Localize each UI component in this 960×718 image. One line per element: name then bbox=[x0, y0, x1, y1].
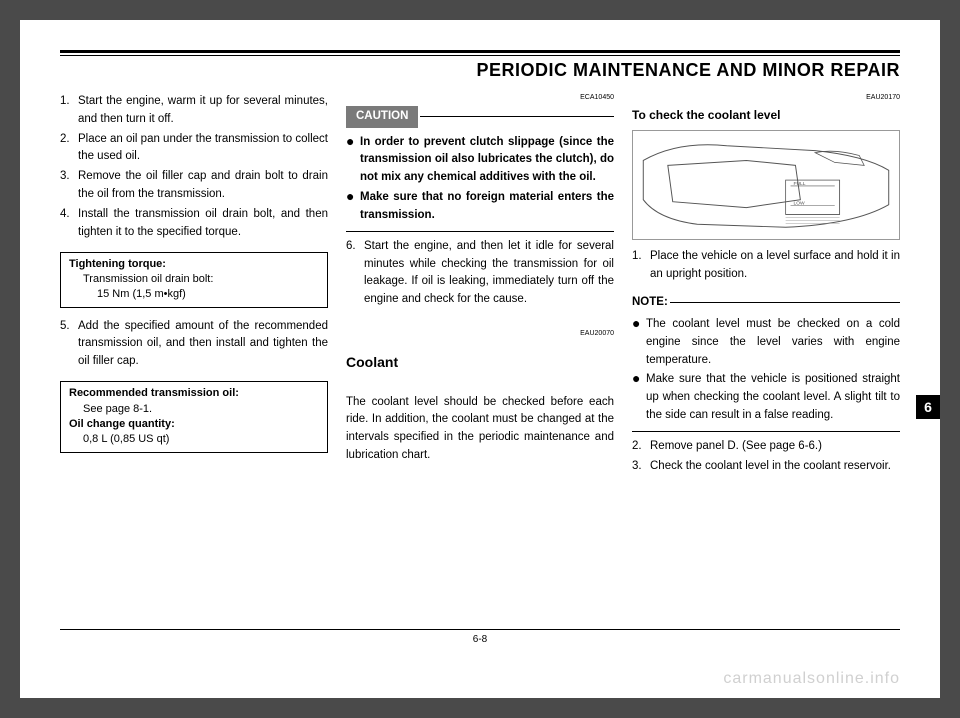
list-item: 6.Start the engine, and then let it idle… bbox=[346, 238, 614, 309]
list-item: 1.Place the vehicle on a level surface a… bbox=[632, 248, 900, 284]
box-line: 0,8 L (0,85 US qt) bbox=[69, 432, 319, 447]
step-text: Remove the oil filler cap and drain bolt… bbox=[78, 168, 328, 204]
bullet-text: In order to prevent clutch slippage (sin… bbox=[360, 134, 614, 187]
list-item: 5.Add the specified amount of the recomm… bbox=[60, 318, 328, 371]
steps-b: 5.Add the specified amount of the recomm… bbox=[60, 318, 328, 371]
reservoir-svg: FULL LOW bbox=[633, 131, 899, 239]
step-6: 6.Start the engine, and then let it idle… bbox=[346, 238, 614, 309]
list-item: ●The coolant level must be checked on a … bbox=[632, 316, 900, 369]
step-text: Place the vehicle on a level surface and… bbox=[650, 248, 900, 284]
page-number: 6-8 bbox=[60, 634, 900, 645]
box-line: Transmission oil drain bolt: bbox=[69, 272, 319, 287]
note-rule bbox=[670, 302, 900, 303]
header-rule-thin bbox=[60, 55, 900, 56]
step-number: 1. bbox=[632, 248, 650, 284]
note-bullets: ●The coolant level must be checked on a … bbox=[632, 316, 900, 425]
bullet-icon: ● bbox=[632, 371, 646, 424]
subheading: To check the coolant level bbox=[632, 106, 900, 125]
watermark: carmanualsonline.info bbox=[723, 670, 900, 688]
note-label: NOTE: bbox=[632, 294, 668, 312]
steps-a: 1.Start the engine, warm it up for sever… bbox=[60, 93, 328, 242]
bullet-icon: ● bbox=[346, 134, 360, 187]
list-item: 2.Remove panel D. (See page 6-6.) bbox=[632, 438, 900, 456]
svg-text:LOW: LOW bbox=[793, 201, 805, 207]
step-number: 6. bbox=[346, 238, 364, 309]
column-3: EAU20170 To check the coolant level FULL… bbox=[632, 93, 900, 623]
section-code: EAU20170 bbox=[632, 93, 900, 104]
box-title: Recommended transmission oil: bbox=[69, 386, 319, 401]
step-text: Check the coolant level in the coolant r… bbox=[650, 458, 900, 476]
bullet-icon: ● bbox=[346, 189, 360, 225]
step-text: Remove panel D. (See page 6-6.) bbox=[650, 438, 900, 456]
list-item: ●Make sure that no foreign material ente… bbox=[346, 189, 614, 225]
manual-page: PERIODIC MAINTENANCE AND MINOR REPAIR 1.… bbox=[20, 20, 940, 698]
caution-label: CAUTION bbox=[346, 106, 418, 128]
step-text: Start the engine, and then let it idle f… bbox=[364, 238, 614, 309]
box-title: Tightening torque: bbox=[69, 257, 319, 272]
bullet-text: Make sure that no foreign material enter… bbox=[360, 189, 614, 225]
section-heading: Coolant bbox=[346, 352, 614, 374]
page-title: PERIODIC MAINTENANCE AND MINOR REPAIR bbox=[60, 60, 900, 81]
list-item: 4.Install the transmission oil drain bol… bbox=[60, 206, 328, 242]
list-item: ●In order to prevent clutch slippage (si… bbox=[346, 134, 614, 187]
box-line: 15 Nm (1,5 m•kgf) bbox=[69, 287, 319, 302]
bullet-icon: ● bbox=[632, 316, 646, 369]
bullet-text: The coolant level must be checked on a c… bbox=[646, 316, 900, 369]
column-1: 1.Start the engine, warm it up for sever… bbox=[60, 93, 328, 623]
step-text: Place an oil pan under the transmission … bbox=[78, 131, 328, 167]
section-code: EAU20070 bbox=[346, 329, 614, 340]
footer-rule bbox=[60, 629, 900, 630]
list-item: 3.Remove the oil filler cap and drain bo… bbox=[60, 168, 328, 204]
columns: 1.Start the engine, warm it up for sever… bbox=[60, 93, 900, 623]
oil-box: Recommended transmission oil: See page 8… bbox=[60, 381, 328, 453]
step-number: 5. bbox=[60, 318, 78, 371]
column-2: ECA10450 CAUTION ●In order to prevent cl… bbox=[346, 93, 614, 623]
step-text: Install the transmission oil drain bolt,… bbox=[78, 206, 328, 242]
caution-heading: CAUTION bbox=[346, 106, 614, 128]
chapter-tab: 6 bbox=[916, 395, 940, 419]
list-item: 3.Check the coolant level in the coolant… bbox=[632, 458, 900, 476]
list-item: ●Make sure that the vehicle is positione… bbox=[632, 371, 900, 424]
section-code: ECA10450 bbox=[346, 93, 614, 104]
caution-bullets: ●In order to prevent clutch slippage (si… bbox=[346, 134, 614, 225]
step-number: 2. bbox=[60, 131, 78, 167]
box-title: Oil change quantity: bbox=[69, 417, 319, 432]
step-number: 3. bbox=[60, 168, 78, 204]
torque-box: Tightening torque: Transmission oil drai… bbox=[60, 252, 328, 308]
divider bbox=[346, 231, 614, 232]
step-text: Add the specified amount of the recommen… bbox=[78, 318, 328, 371]
list-item: 1.Start the engine, warm it up for sever… bbox=[60, 93, 328, 129]
box-line: See page 8-1. bbox=[69, 402, 319, 417]
divider bbox=[632, 431, 900, 432]
bullet-text: Make sure that the vehicle is positioned… bbox=[646, 371, 900, 424]
step-number: 3. bbox=[632, 458, 650, 476]
list-item: 2.Place an oil pan under the transmissio… bbox=[60, 131, 328, 167]
step-number: 2. bbox=[632, 438, 650, 456]
step-number: 4. bbox=[60, 206, 78, 242]
body-text: The coolant level should be checked befo… bbox=[346, 394, 614, 465]
header-rule-thick bbox=[60, 50, 900, 53]
step-text: Start the engine, warm it up for several… bbox=[78, 93, 328, 129]
step-number: 1. bbox=[60, 93, 78, 129]
step-1: 1.Place the vehicle on a level surface a… bbox=[632, 248, 900, 284]
caution-rule bbox=[420, 116, 614, 117]
svg-text:FULL: FULL bbox=[793, 181, 805, 187]
coolant-reservoir-illustration: FULL LOW bbox=[632, 130, 900, 240]
note-heading: NOTE: bbox=[632, 294, 900, 312]
steps-after-note: 2.Remove panel D. (See page 6-6.) 3.Chec… bbox=[632, 438, 900, 476]
